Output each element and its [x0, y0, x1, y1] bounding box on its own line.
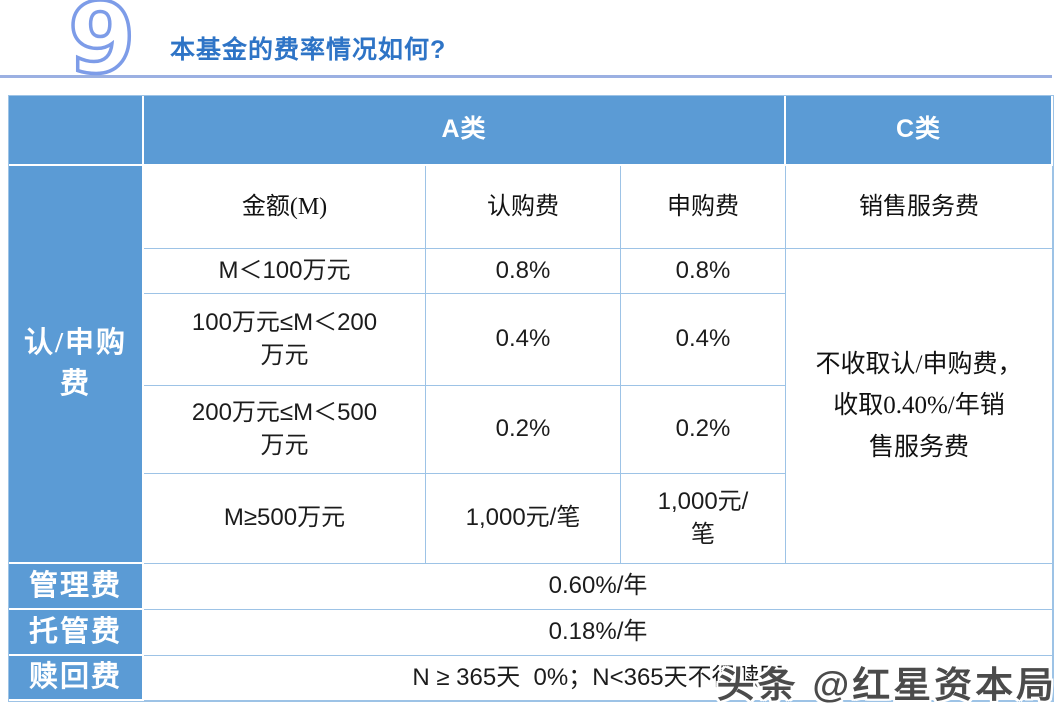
tier4-purchase-fee: 1,000元/ 笔 [621, 474, 786, 564]
toutiao-watermark: 头条 @红星资本局 [716, 664, 1057, 705]
column-header-amount: 金额(M) [144, 166, 426, 249]
column-header-sales-service-fee: 销售服务费 [786, 166, 1053, 249]
tier1-subscription-fee: 0.8% [426, 249, 621, 294]
tier4-amount: M≥500万元 [144, 474, 426, 564]
tier1-purchase-fee: 0.8% [621, 249, 786, 294]
fee-rate-table: A类 C类 认/申购 费 金额(M) 认购费 申购费 销售服务费 M＜100万元… [8, 95, 1054, 702]
tier1-amount: M＜100万元 [144, 249, 426, 294]
column-header-subscription-fee: 认购费 [426, 166, 621, 249]
header-underline [0, 75, 1052, 78]
tier2-amount: 100万元≤M＜200 万元 [144, 294, 426, 386]
page-title: 本基金的费率情况如何? [170, 36, 447, 64]
tier3-subscription-fee: 0.2% [426, 386, 621, 474]
question-number-badge: 9 [66, 0, 137, 95]
custody-fee-value: 0.18%/年 [144, 610, 1053, 656]
tier2-purchase-fee: 0.4% [621, 294, 786, 386]
class-c-header: C类 [786, 96, 1053, 166]
management-fee-value: 0.60%/年 [144, 564, 1053, 610]
class-c-fee-note: 不收取认/申购费， 收取0.40%/年销 售服务费 [786, 249, 1053, 564]
tier2-subscription-fee: 0.4% [426, 294, 621, 386]
row-group-label-subscription-purchase-fee: 认/申购 费 [9, 166, 144, 564]
redemption-fee-label: 赎回费 [9, 656, 144, 701]
tier3-purchase-fee: 0.2% [621, 386, 786, 474]
tier3-amount: 200万元≤M＜500 万元 [144, 386, 426, 474]
column-header-purchase-fee: 申购费 [621, 166, 786, 249]
redemption-fee-value: N ≥ 365天 0%；N<365天不得赎回 [144, 656, 1053, 701]
tier4-subscription-fee: 1,000元/笔 [426, 474, 621, 564]
custody-fee-label: 托管费 [9, 610, 144, 656]
corner-empty-cell [9, 96, 144, 166]
management-fee-label: 管理费 [9, 564, 144, 610]
class-a-header: A类 [144, 96, 786, 166]
